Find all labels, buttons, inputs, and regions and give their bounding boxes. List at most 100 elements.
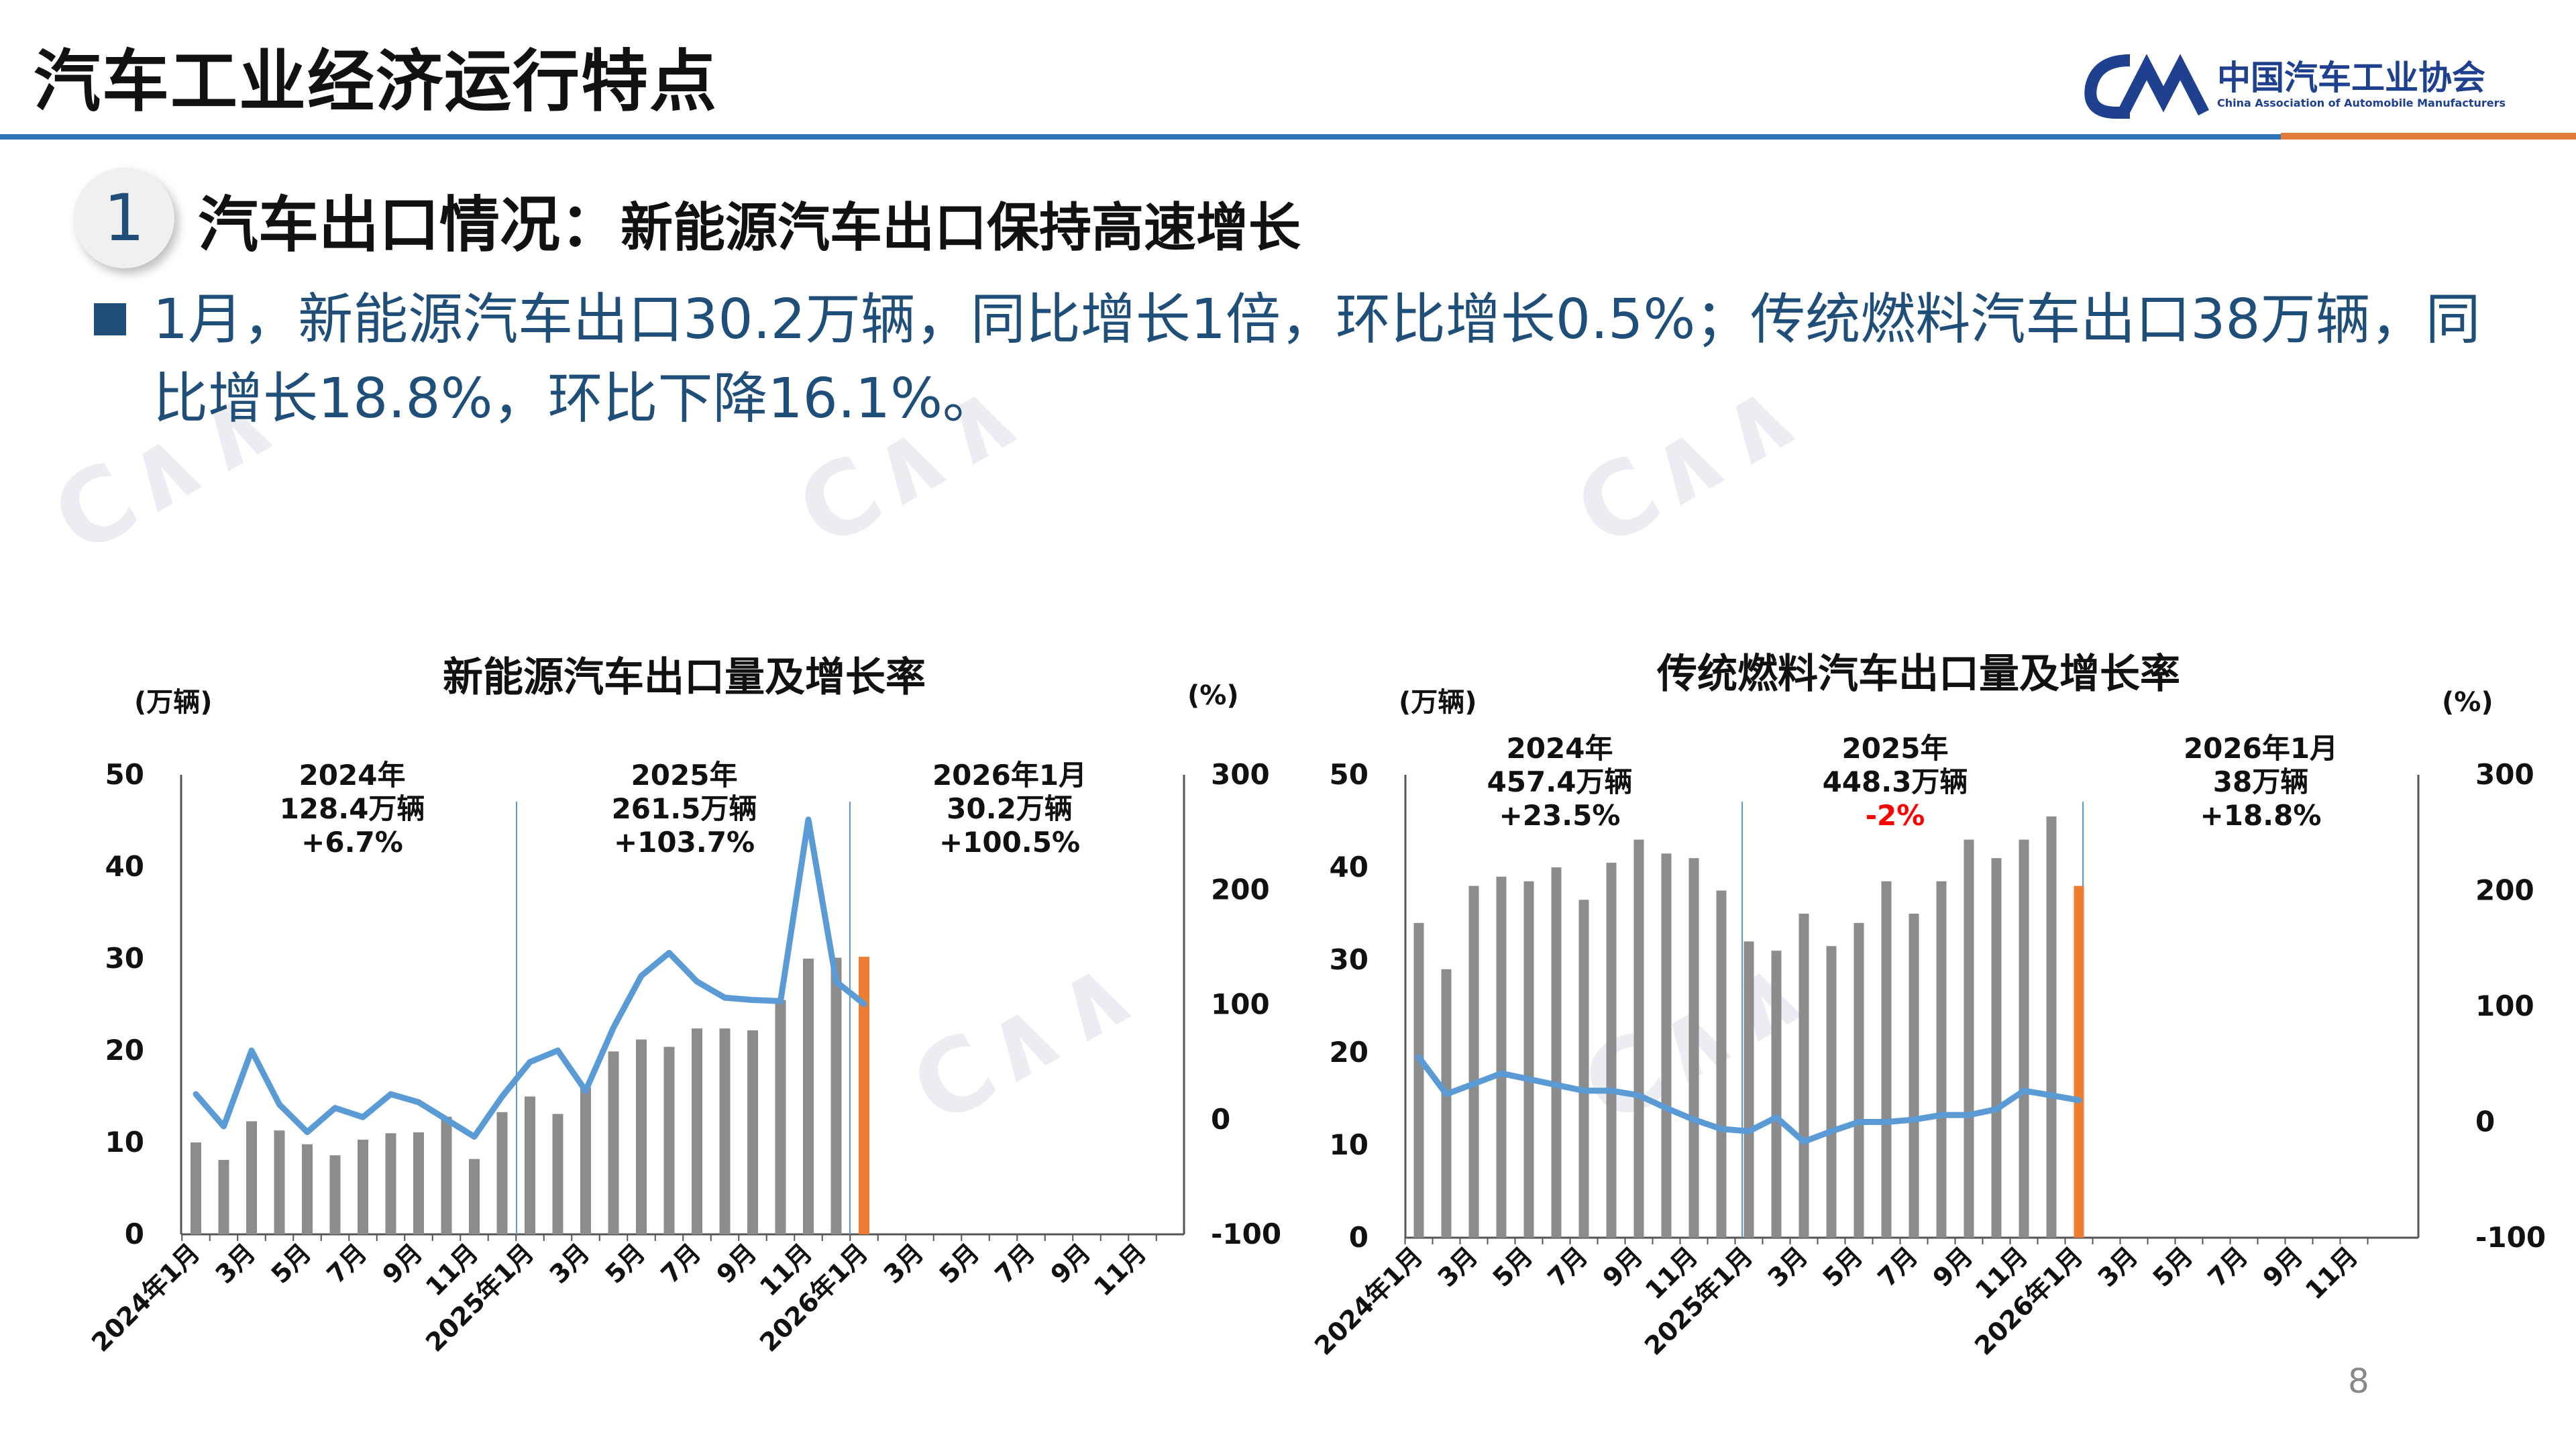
annotation-label: -2%	[1866, 799, 1925, 832]
bar	[636, 1039, 647, 1234]
right-tick-label: 200	[1211, 873, 1270, 906]
left-axis-unit: (万辆)	[1399, 687, 1477, 718]
header-rule-accent	[2281, 133, 2576, 140]
bar	[1854, 922, 1864, 1238]
x-tick-label: 7月	[655, 1238, 707, 1289]
bar	[246, 1121, 257, 1234]
x-tick-label: 7月	[989, 1238, 1041, 1289]
chart-title: 新能源汽车出口量及增长率	[443, 654, 926, 701]
x-tick-label: 2024年1月	[86, 1238, 205, 1357]
bar	[1936, 881, 1947, 1238]
cmaa-logo-icon	[2084, 54, 2210, 119]
annotation-label: 30.2万辆	[947, 792, 1073, 825]
annotation-label: +18.8%	[2200, 799, 2322, 832]
bar	[719, 1028, 731, 1234]
bullet-text: 1月，新能源汽车出口30.2万辆，同比增长1倍，环比增长0.5%；传统燃料汽车出…	[153, 288, 2481, 431]
cmaa-logo: 中国汽车工业协会 China Association of Automobile…	[2083, 47, 2539, 121]
left-tick-label: 10	[1330, 1128, 1368, 1161]
left-tick-label: 30	[105, 942, 144, 975]
right-tick-label: 300	[2475, 758, 2534, 791]
bullet-square-icon	[94, 303, 126, 335]
chart-ice: 传统燃料汽车出口量及增长率 (万辆) (%) 0 10 20 30 40 50 -100 0 100 2…	[1309, 651, 2546, 1361]
bar	[1771, 951, 1782, 1238]
growth-line	[193, 816, 867, 1140]
logo-text-en: China Association of Automobile Manufact…	[2217, 97, 2506, 109]
bar	[1826, 946, 1837, 1238]
annotation-label: 2025年	[631, 759, 738, 792]
annotation-label: +100.5%	[939, 826, 1080, 859]
annotation-label: 2026年1月	[2184, 732, 2338, 765]
annotation-label: +6.7%	[301, 826, 403, 859]
bar	[1799, 914, 1809, 1238]
annotation-label: 457.4万辆	[1487, 765, 1633, 798]
left-tick-label: 40	[1330, 851, 1368, 883]
right-tick-label: 0	[2475, 1106, 2495, 1138]
bar	[358, 1139, 368, 1234]
x-tick-label: 11月	[2300, 1241, 2363, 1305]
x-tick-label: 5月	[600, 1238, 651, 1289]
bar	[469, 1159, 480, 1234]
growth-line	[1415, 1054, 2082, 1145]
bar	[692, 1028, 702, 1234]
annotation-label: 261.5万辆	[612, 792, 757, 825]
bar	[1413, 922, 1424, 1238]
bar	[441, 1116, 452, 1234]
bar	[1743, 941, 1754, 1238]
right-tick-label: -100	[1211, 1218, 1281, 1250]
bar	[1633, 839, 1644, 1238]
left-tick-label: 40	[105, 850, 144, 883]
annotation-label: 2025年	[1842, 732, 1949, 765]
x-tick-label: 3月	[878, 1238, 930, 1289]
annotation-label: 2026年1月	[932, 759, 1087, 792]
right-tick-label: 100	[1211, 988, 1270, 1021]
bar	[2074, 885, 2084, 1238]
bar	[580, 1087, 591, 1234]
bar	[2046, 816, 2057, 1238]
left-tick-label: 20	[1330, 1036, 1368, 1069]
right-axis-unit: (%)	[2442, 687, 2493, 718]
bar	[830, 957, 842, 1234]
chart-nev: 新能源汽车出口量及增长率 (万辆) (%) 0 10 20 30 40 50 -100 0 100 20…	[86, 654, 1281, 1358]
left-axis-unit: (万辆)	[134, 687, 213, 718]
x-tick-label: 3月	[1762, 1241, 1814, 1293]
x-tick-label: 3月	[544, 1238, 596, 1289]
annotation-label: 38万辆	[2213, 765, 2308, 798]
logo-text-cn: 中国汽车工业协会	[2217, 58, 2485, 97]
bar	[1661, 853, 1672, 1238]
bar	[859, 957, 869, 1234]
x-tick-label: 7月	[1542, 1241, 1594, 1293]
bar	[1468, 885, 1479, 1238]
bar	[1578, 900, 1589, 1238]
x-tick-label: 3月	[1432, 1241, 1484, 1293]
bar	[1716, 890, 1727, 1238]
bar	[496, 1112, 508, 1234]
x-tick-label: 3月	[210, 1238, 262, 1289]
header-rule	[0, 134, 2576, 140]
bar	[1688, 858, 1699, 1238]
x-tick-label: 5月	[2147, 1241, 2199, 1293]
left-tick-label: 10	[105, 1126, 144, 1159]
annotation-label: +103.7%	[614, 826, 755, 859]
page-title: 汽车工业经济运行特点	[34, 42, 718, 121]
bar	[1881, 881, 1892, 1238]
bar	[302, 1144, 313, 1234]
left-tick-label: 50	[1330, 758, 1368, 791]
bar	[1991, 858, 2002, 1238]
section-number-badge: 1	[74, 168, 174, 268]
bar	[413, 1132, 424, 1234]
section-subtitle: 新能源汽车出口保持高速增长	[621, 198, 1301, 258]
bar	[775, 1000, 786, 1234]
bar	[747, 1030, 758, 1234]
right-tick-label: 100	[2475, 989, 2534, 1022]
bar	[663, 1046, 675, 1234]
bar	[552, 1114, 564, 1234]
bar	[1441, 969, 1452, 1238]
x-tick-label: 7月	[1872, 1241, 1924, 1293]
left-tick-label: 0	[125, 1218, 144, 1250]
right-tick-label: -100	[2475, 1221, 2546, 1254]
x-tick-label: 3月	[2092, 1241, 2144, 1293]
bar	[608, 1051, 619, 1234]
right-tick-label: 200	[2475, 874, 2534, 907]
bar	[525, 1096, 535, 1234]
